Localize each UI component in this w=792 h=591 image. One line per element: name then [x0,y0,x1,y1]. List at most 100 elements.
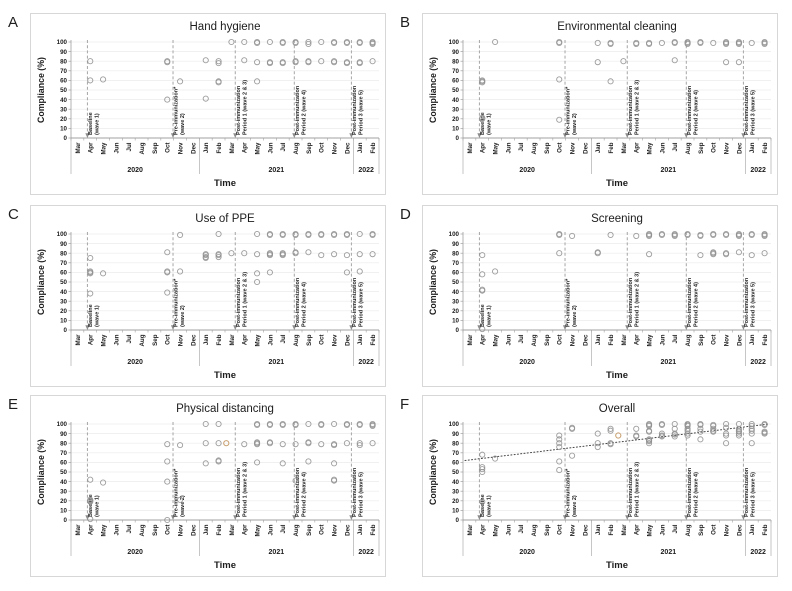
x-tick-label: Jan [203,524,210,535]
data-point [318,441,325,448]
x-tick-label: Jun [505,334,512,345]
x-tick-label: May [492,524,499,537]
x-tick-label: Jan [203,142,210,153]
data-point [215,58,222,65]
event-arrow-icon [684,133,689,138]
data-point [356,251,363,258]
data-point [735,249,742,256]
data-point [202,254,209,262]
y-tick-label: 20 [452,116,459,123]
x-tick-label: Apr [242,524,249,535]
x-tick-label: May [100,524,107,537]
data-point [697,232,704,239]
event-label-line1: Pre-immunization* [174,278,180,327]
data-point [479,115,486,122]
x-tick-label: Jan [595,142,602,153]
x-tick-label: Oct [557,143,564,153]
y-tick-label: 70 [60,68,67,75]
data-point [633,40,640,47]
y-tick-label: 80 [452,440,459,447]
data-point [723,424,730,431]
data-point [723,440,730,447]
x-tick-label: Nov [723,142,730,154]
x-tick-label: May [492,142,499,155]
data-point [305,38,312,46]
y-tick-label: 40 [452,479,459,486]
chart-title: Physical distancing [176,403,274,415]
x-tick-label: Sep [306,142,313,154]
x-tick-label: Feb [216,334,223,345]
data-point [658,421,665,429]
event-label-line1: Post-immunization [628,85,634,135]
x-tick-label: Jul [672,334,679,343]
data-point [343,252,350,259]
data-point [710,428,717,435]
data-point [177,231,184,239]
data-point [748,427,755,434]
data-point [761,421,768,429]
event-label-line1: Post-immunization [352,277,358,327]
data-point [164,478,171,485]
data-point [87,515,94,523]
event-arrow-icon [292,515,297,520]
data-point [646,438,653,445]
data-point [292,477,299,484]
y-tick-label: 50 [60,87,67,94]
data-point [671,57,678,64]
data-point [87,77,94,84]
x-tick-label: Apr [634,142,641,153]
data-point [164,269,171,276]
panel-box: Environmental cleaning 0 10 20 30 40 50 60 70 80 9… [422,13,778,195]
x-tick-label: Nov [569,334,576,346]
x-tick-label: Nov [177,334,184,346]
data-point [164,249,171,256]
data-point [177,78,184,85]
event-label-line2: (wave 2) [572,495,578,517]
data-point [177,268,184,275]
y-tick-label: 50 [60,469,67,476]
y-tick-label: 70 [60,260,67,267]
x-tick-label: Mar [75,142,82,154]
year-label: 2020 [519,359,535,366]
event-label-line2: Period 1 (wave 2 & 3) [634,80,640,135]
data-point [292,441,299,448]
data-point [369,251,376,258]
data-point [369,231,376,239]
data-point [87,270,94,277]
x-tick-label: May [646,142,653,155]
y-tick-label: 40 [60,289,67,296]
data-point [100,270,107,277]
year-label: 2022 [750,359,766,366]
event-label-line1: Post-immunization [295,277,301,327]
data-point [87,58,94,65]
data-point [305,249,312,256]
x-tick-label: Aug [685,142,692,154]
data-point [723,40,730,47]
data-point [254,251,261,258]
event-arrow-icon [625,133,630,138]
y-tick-label: 80 [60,440,67,447]
data-point [318,38,325,46]
event-label-line1: Baseline [88,112,94,135]
y-tick-label: 0 [64,517,68,524]
data-point [254,459,261,466]
data-point [761,250,768,257]
y-axis-title: Compliance (%) [428,439,438,505]
event-arrow-icon [477,515,482,520]
event-label-line1: Post-immunization [236,85,242,135]
x-tick-label: Aug [139,524,146,536]
data-point [202,440,209,447]
data-point [658,39,665,47]
y-tick-label: 20 [60,498,67,505]
y-tick-label: 40 [60,97,67,104]
event-label-line2: (wave 2) [180,495,186,517]
data-point [241,441,248,448]
y-tick-label: 50 [60,279,67,286]
x-tick-label: Sep [152,142,159,154]
data-point [556,432,563,439]
y-axis-title: Compliance (%) [36,57,46,123]
x-tick-label: Dec [344,334,351,346]
data-point [479,498,486,505]
x-tick-label: Mar [621,524,628,536]
x-tick-label: Sep [544,142,551,154]
